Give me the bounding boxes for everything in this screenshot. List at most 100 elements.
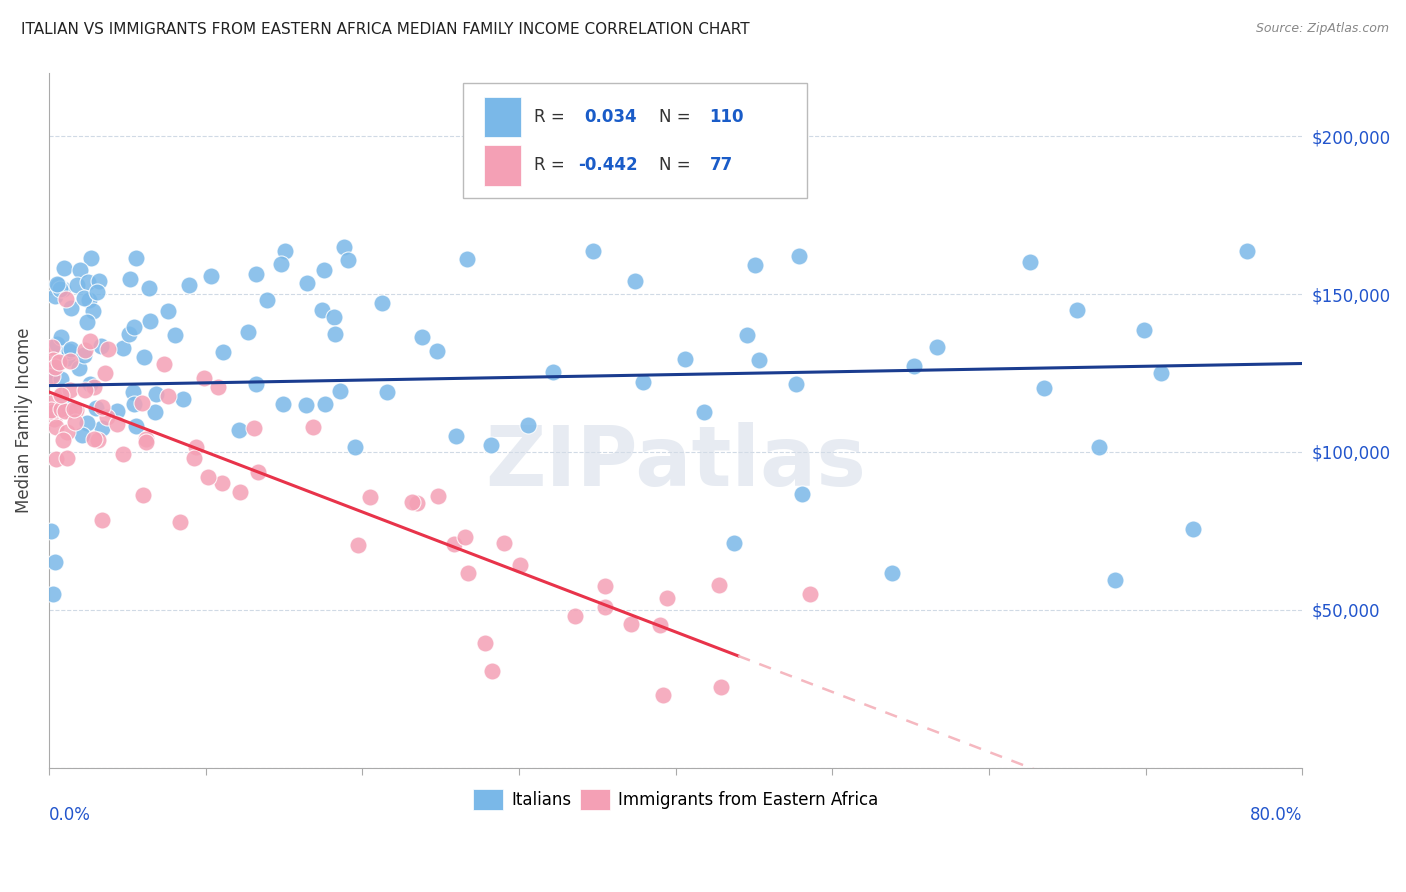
Point xyxy=(207,380,229,394)
Point xyxy=(143,405,166,419)
Point xyxy=(91,421,114,435)
Point xyxy=(474,636,496,650)
Point xyxy=(134,350,156,364)
Point xyxy=(295,398,318,412)
Point xyxy=(132,488,155,502)
Text: 0.0%: 0.0% xyxy=(49,805,91,824)
Point xyxy=(42,587,65,601)
Point xyxy=(73,348,96,362)
Text: ITALIAN VS IMMIGRANTS FROM EASTERN AFRICA MEDIAN FAMILY INCOME CORRELATION CHART: ITALIAN VS IMMIGRANTS FROM EASTERN AFRIC… xyxy=(21,22,749,37)
Point xyxy=(84,401,107,416)
Point xyxy=(314,397,336,411)
Point xyxy=(48,355,70,369)
Point xyxy=(744,258,766,272)
Point xyxy=(79,376,101,391)
Point xyxy=(111,446,134,460)
Point xyxy=(44,288,66,302)
Point xyxy=(245,267,267,281)
Point xyxy=(49,282,72,296)
Text: R =: R = xyxy=(534,108,565,126)
Bar xyxy=(484,145,522,186)
Point xyxy=(593,600,616,615)
Point xyxy=(122,385,145,400)
Point xyxy=(67,361,90,376)
Point xyxy=(329,384,352,398)
Point xyxy=(723,536,745,550)
Point xyxy=(76,275,98,289)
Point xyxy=(323,310,346,325)
Point xyxy=(56,351,79,365)
Point xyxy=(51,330,73,344)
Point xyxy=(735,328,758,343)
Point xyxy=(411,330,433,344)
Point xyxy=(58,344,80,359)
Point xyxy=(903,359,925,373)
Point xyxy=(200,268,222,283)
Point xyxy=(481,664,503,678)
Point xyxy=(193,371,215,385)
Point xyxy=(197,470,219,484)
Point xyxy=(42,404,65,418)
Point xyxy=(426,343,449,358)
Point xyxy=(243,421,266,435)
Point xyxy=(59,354,82,368)
Point xyxy=(122,320,145,334)
Point xyxy=(83,379,105,393)
Point xyxy=(55,450,77,465)
Point xyxy=(76,416,98,430)
Point xyxy=(79,334,101,349)
Point xyxy=(312,263,335,277)
Point xyxy=(51,402,73,417)
Point xyxy=(183,450,205,465)
Point xyxy=(105,404,128,418)
Point xyxy=(135,432,157,446)
Point xyxy=(60,342,83,356)
Point xyxy=(177,278,200,293)
Point xyxy=(238,325,260,339)
Point xyxy=(53,398,76,412)
Point xyxy=(1033,381,1056,395)
Point xyxy=(39,368,62,382)
Point xyxy=(73,343,96,358)
Point xyxy=(49,372,72,386)
Point xyxy=(347,537,370,551)
Point xyxy=(517,418,540,433)
Point xyxy=(1236,244,1258,258)
Point xyxy=(336,253,359,268)
Point xyxy=(91,400,114,414)
Text: 77: 77 xyxy=(710,156,733,175)
Point xyxy=(77,293,100,308)
Point xyxy=(41,369,63,384)
Point xyxy=(790,487,813,501)
Point xyxy=(63,415,86,429)
Point xyxy=(595,579,617,593)
Point xyxy=(655,591,678,606)
Point xyxy=(444,429,467,443)
Point xyxy=(1150,366,1173,380)
Point xyxy=(169,515,191,529)
Point xyxy=(96,343,118,357)
Point xyxy=(73,291,96,305)
Point xyxy=(564,608,586,623)
Point xyxy=(44,412,66,426)
Point xyxy=(323,326,346,341)
Point xyxy=(86,285,108,299)
Point xyxy=(122,397,145,411)
Y-axis label: Median Family Income: Median Family Income xyxy=(15,327,32,513)
Point xyxy=(481,438,503,452)
Point xyxy=(582,244,605,258)
Point xyxy=(228,423,250,437)
Point xyxy=(83,432,105,446)
Point xyxy=(41,340,63,354)
Point xyxy=(494,535,516,549)
Text: -0.442: -0.442 xyxy=(578,156,637,175)
Point xyxy=(42,352,65,367)
Point xyxy=(87,433,110,447)
Point xyxy=(52,282,75,296)
Point xyxy=(156,304,179,318)
Point xyxy=(211,345,233,359)
Point xyxy=(333,240,356,254)
Point xyxy=(270,257,292,271)
Text: R =: R = xyxy=(534,156,565,175)
Point xyxy=(96,410,118,425)
